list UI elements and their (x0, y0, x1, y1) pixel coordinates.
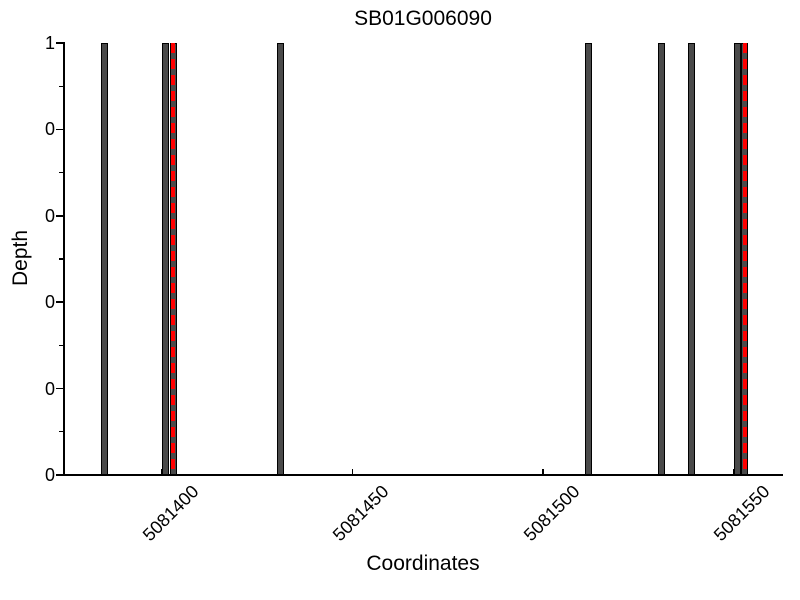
y-tick-label: 0 (44, 292, 55, 313)
x-axis-label: Coordinates (366, 552, 480, 575)
y-axis-spine (63, 42, 65, 476)
y-tick (56, 474, 63, 476)
depth-bar (657, 43, 665, 475)
x-tick (542, 469, 544, 475)
chart-title: SB01G006090 (354, 7, 492, 30)
y-tick (56, 42, 63, 44)
y-tick (56, 387, 63, 390)
y-tick-label: 0 (44, 205, 55, 226)
x-tick (161, 469, 163, 475)
vline-marker (171, 43, 176, 475)
x-tick (732, 469, 735, 475)
depth-bar (688, 43, 696, 475)
x-tick-label: 5081550 (710, 481, 774, 545)
y-tick (56, 215, 63, 217)
depth-bar (162, 43, 170, 475)
y-minor-tick (59, 172, 63, 174)
depth-bar (276, 43, 284, 475)
depth-bar (733, 43, 741, 475)
y-minor-tick (59, 344, 63, 346)
y-minor-tick (59, 85, 63, 87)
x-tick (351, 469, 354, 475)
y-tick (56, 128, 63, 131)
y-tick-label: 0 (44, 465, 55, 485)
y-tick (56, 301, 63, 303)
y-tick-label: 0 (44, 378, 55, 399)
depth-bar (101, 43, 109, 475)
x-tick-label: 5081400 (138, 481, 203, 545)
x-tick-label: 5081450 (329, 481, 393, 545)
x-tick-label: 5081500 (519, 481, 584, 545)
y-tick-label: 1 (44, 33, 55, 53)
depth-bar (585, 43, 593, 475)
y-tick-label: 0 (44, 119, 55, 140)
y-minor-tick (59, 431, 63, 433)
y-minor-tick (59, 258, 63, 260)
x-axis-spine (63, 474, 783, 476)
vline-marker (742, 43, 747, 475)
